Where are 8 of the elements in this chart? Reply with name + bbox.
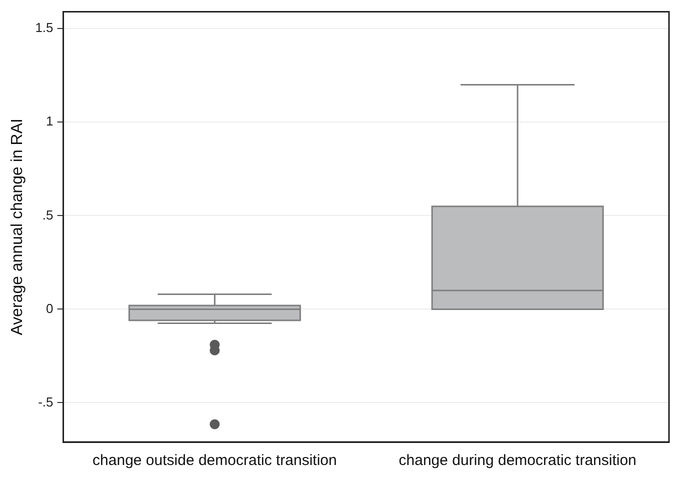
y-axis-title: Average annual change in RAI: [9, 118, 26, 336]
y-tick-label: .5: [42, 207, 54, 222]
y-tick-label: 1.5: [35, 20, 54, 36]
y-tick-label: 1: [46, 114, 54, 129]
y-tick-label: -.5: [38, 394, 54, 410]
x-tick-label: change outside democratic transition: [92, 452, 337, 470]
y-tick-label: 0: [46, 300, 54, 316]
x-tick-label: change during democratic transition: [398, 452, 636, 470]
